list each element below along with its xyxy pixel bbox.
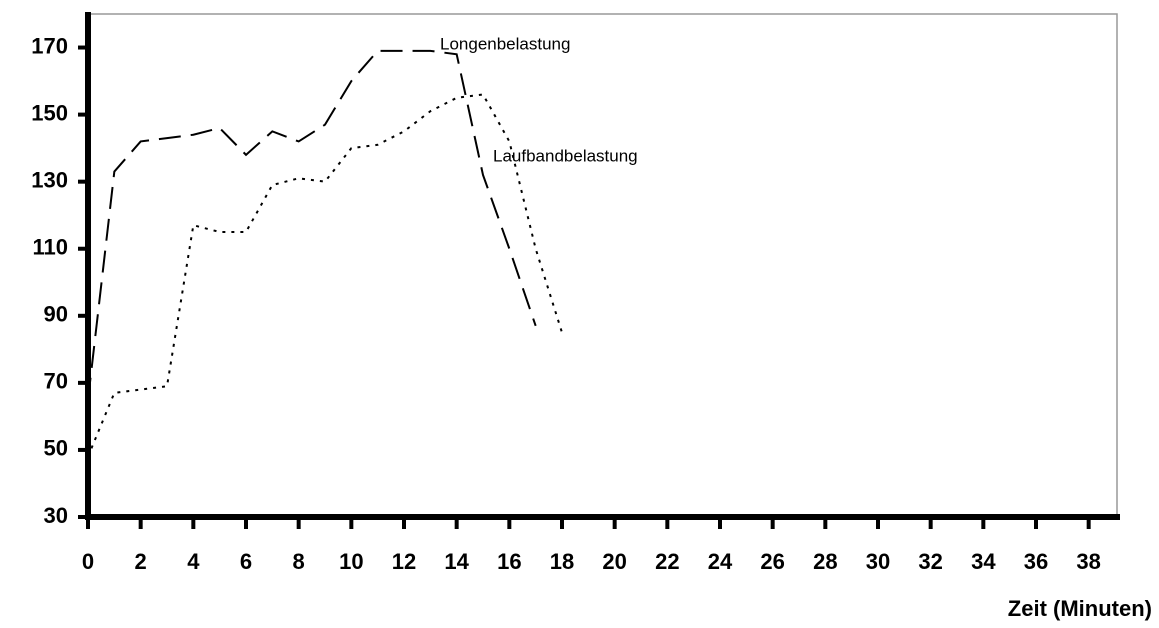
data-line <box>87 49 537 400</box>
x-axis-label: Zeit (Minuten) <box>1008 596 1152 621</box>
y-tick-label: 110 <box>33 235 69 260</box>
x-tick-label: 6 <box>240 549 252 574</box>
y-tick-label: 150 <box>31 100 68 125</box>
x-tick-label: 0 <box>82 549 94 574</box>
x-tick-label: 16 <box>497 549 521 574</box>
annotation: Laufbandbelastung <box>493 146 638 165</box>
x-tick-label: 12 <box>392 549 416 574</box>
x-tick-label: 26 <box>760 549 784 574</box>
y-tick-label: 170 <box>31 33 68 58</box>
x-tick-label: 34 <box>971 549 996 574</box>
y-tick-label: 70 <box>44 369 68 394</box>
x-tick-label: 8 <box>293 549 305 574</box>
y-tick-label: 130 <box>31 167 68 192</box>
x-tick-label: 36 <box>1024 549 1048 574</box>
x-tick-label: 32 <box>918 549 942 574</box>
x-tick-label: 2 <box>135 549 147 574</box>
y-tick-label: 90 <box>44 302 68 327</box>
x-tick-label: 30 <box>866 549 890 574</box>
x-tick-label: 22 <box>655 549 679 574</box>
annotation: Longenbelastung <box>440 34 570 53</box>
x-tick-label: 14 <box>444 549 469 574</box>
data-line <box>87 93 563 458</box>
x-tick-label: 28 <box>813 549 837 574</box>
x-tick-label: 38 <box>1076 549 1100 574</box>
x-tick-label: 20 <box>602 549 626 574</box>
y-tick-label: 50 <box>44 436 68 461</box>
x-tick-label: 4 <box>187 549 200 574</box>
plot-frame <box>87 13 1118 518</box>
x-tick-label: 18 <box>550 549 574 574</box>
x-tick-label: 24 <box>708 549 733 574</box>
y-tick-label: 30 <box>44 503 68 528</box>
x-tick-label: 10 <box>339 549 363 574</box>
